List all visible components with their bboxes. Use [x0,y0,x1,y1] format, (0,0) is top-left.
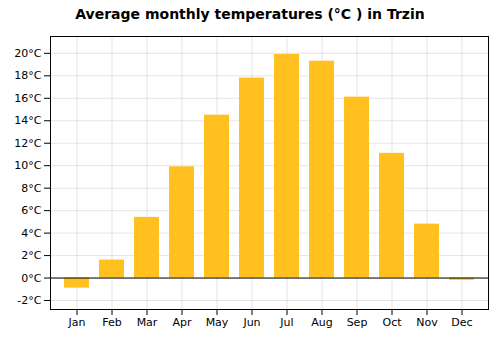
svg-text:2°C: 2°C [21,249,41,262]
svg-text:4°C: 4°C [21,227,41,240]
svg-text:Jan: Jan [68,316,86,329]
svg-text:Mar: Mar [137,316,158,329]
svg-text:16°C: 16°C [14,92,41,105]
svg-text:Oct: Oct [382,316,402,329]
svg-text:10°C: 10°C [14,159,41,172]
svg-text:0°C: 0°C [21,272,41,285]
svg-text:-2°C: -2°C [17,294,41,307]
svg-text:Jun: Jun [242,316,260,329]
svg-text:12°C: 12°C [14,137,41,150]
svg-text:Dec: Dec [451,316,472,329]
svg-text:8°C: 8°C [21,182,41,195]
svg-text:6°C: 6°C [21,204,41,217]
svg-text:Nov: Nov [416,316,438,329]
svg-text:Feb: Feb [102,316,121,329]
svg-text:Aug: Aug [311,316,332,329]
svg-text:May: May [206,316,229,329]
svg-text:Sep: Sep [347,316,368,329]
html-text:Average monthly temperatures (: Average monthly temperatures (°C ) in Tr… [75,6,425,22]
svg-text:18°C: 18°C [14,69,41,82]
svg-text:20°C: 20°C [14,47,41,60]
svg-text:Jul: Jul [279,316,293,329]
svg-text:14°C: 14°C [14,114,41,127]
svg-text:Apr: Apr [172,316,192,329]
